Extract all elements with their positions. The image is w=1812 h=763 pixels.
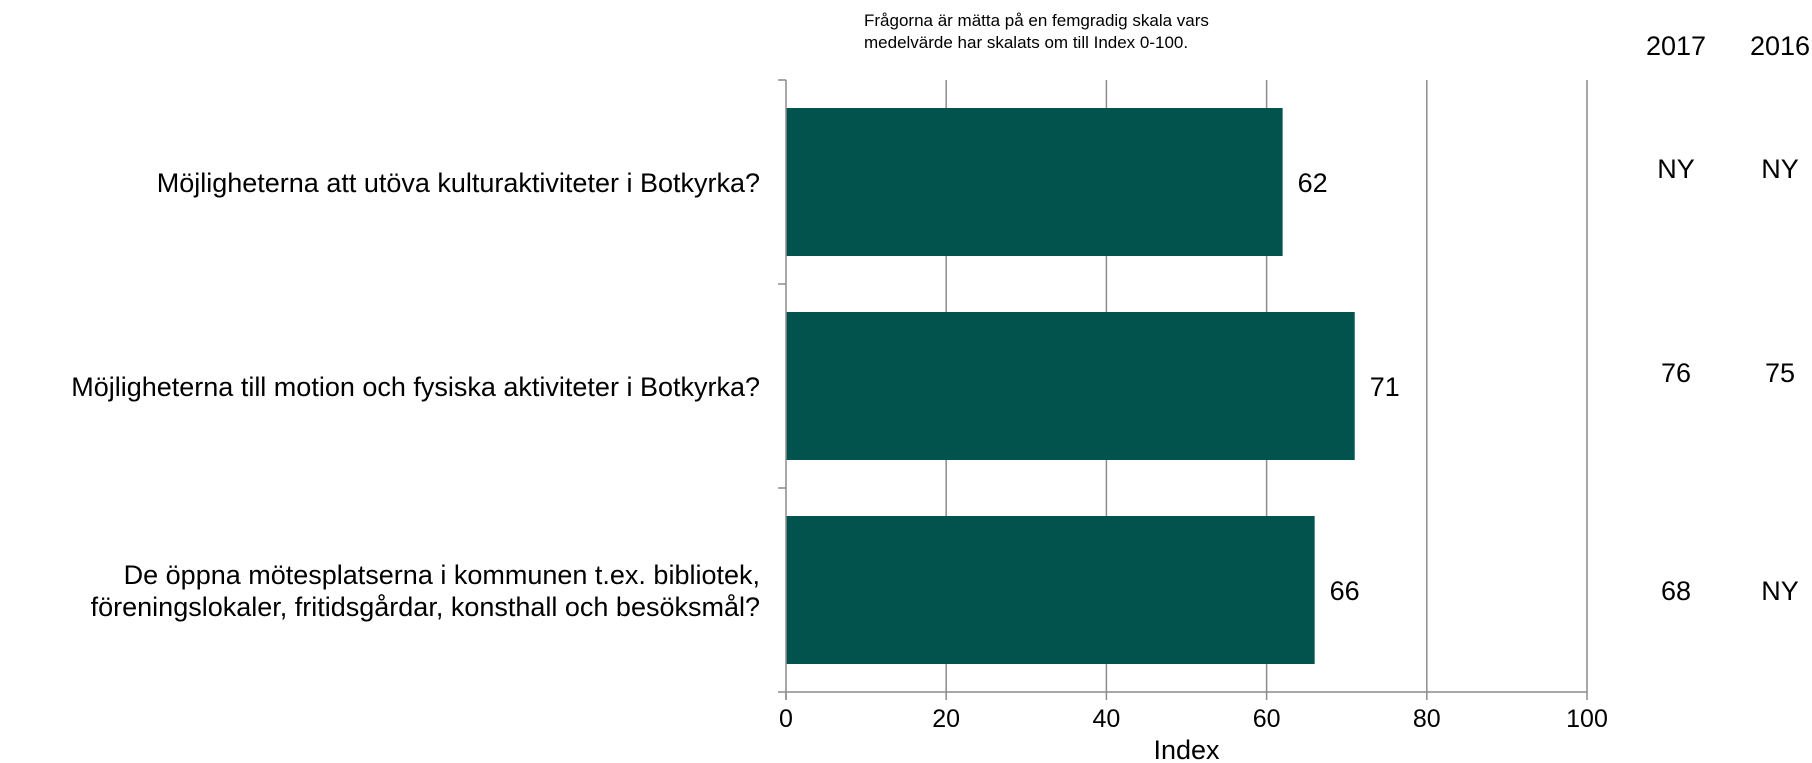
column-header-2016: 2016 [1750, 31, 1810, 61]
scale-note-line-1: Frågorna är mätta på en femgradig skala … [864, 11, 1209, 30]
bars [786, 108, 1355, 664]
scale-note-line-2: medelvärde har skalats om till Index 0-1… [864, 33, 1189, 52]
bar [786, 108, 1283, 256]
value-2016: NY [1761, 154, 1799, 184]
value-2016: NY [1761, 576, 1799, 606]
data-label: 62 [1298, 168, 1328, 198]
x-tick-label: 60 [1253, 705, 1281, 733]
year-columns: NY NY 76 75 68 NY 2017 2016 [1646, 31, 1810, 606]
scale-note: Frågorna är mätta på en femgradig skala … [864, 10, 1284, 54]
category-label: De öppna mötesplatserna i kommunen t.ex.… [124, 560, 760, 590]
column-header-2017: 2017 [1646, 31, 1706, 61]
value-2016: 75 [1765, 358, 1795, 388]
bar [786, 516, 1315, 664]
x-axis-title: Index [1153, 735, 1220, 763]
x-tick-label: 40 [1092, 705, 1120, 733]
category-label: Möjligheterna till motion och fysiska ak… [71, 372, 760, 402]
category-label: Möjligheterna att utöva kulturaktivitete… [157, 168, 760, 198]
value-2017: 68 [1661, 576, 1691, 606]
x-tick-label: 100 [1566, 705, 1608, 733]
value-2017: 76 [1661, 358, 1691, 388]
labels: 0 20 40 60 80 100 Index 62 Möjligheterna att utö… [71, 168, 1608, 763]
data-label: 71 [1370, 372, 1400, 402]
bar [786, 312, 1355, 460]
x-tick-label: 80 [1413, 705, 1441, 733]
x-tick-label: 0 [779, 705, 793, 733]
data-label: 66 [1330, 576, 1360, 606]
x-tick-label: 20 [932, 705, 960, 733]
axes [778, 79, 1588, 700]
value-2017: NY [1657, 154, 1695, 184]
category-label: föreningslokaler, fritidsgårdar, konstha… [91, 592, 760, 622]
